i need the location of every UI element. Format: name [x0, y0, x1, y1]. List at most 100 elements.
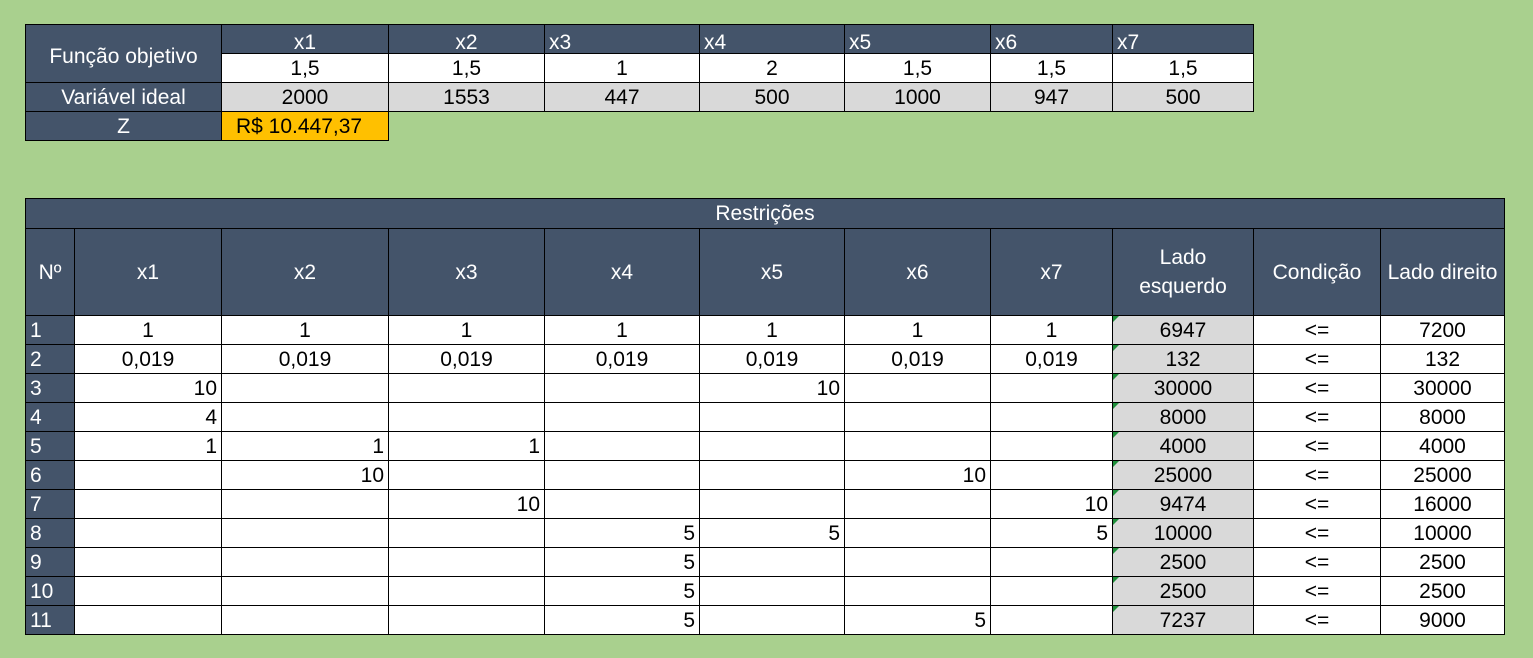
row-number[interactable]: 4 [25, 402, 75, 432]
coef-cell-x2[interactable]: 1 [221, 315, 389, 345]
ideal-x2[interactable]: 1553 [388, 82, 545, 112]
row-number[interactable]: 6 [25, 460, 75, 490]
coef-cell-x4[interactable] [544, 373, 700, 403]
coef-cell-x2[interactable] [221, 518, 389, 548]
coef-cell-x5[interactable] [699, 489, 845, 519]
coef-x5[interactable]: 1,5 [844, 53, 991, 83]
condition-cell[interactable]: <= [1253, 431, 1381, 461]
ideal-x4[interactable]: 500 [699, 82, 845, 112]
coef-cell-x6[interactable]: 5 [844, 605, 991, 635]
row-number[interactable]: 1 [25, 315, 75, 345]
z-label[interactable]: Z [25, 111, 222, 141]
ideal-label[interactable]: Variável ideal [25, 82, 222, 112]
coef-cell-x3[interactable]: 10 [388, 489, 545, 519]
coef-cell-x1[interactable] [74, 605, 222, 635]
ideal-x1[interactable]: 2000 [221, 82, 389, 112]
coef-cell-x7[interactable]: 1 [990, 315, 1113, 345]
coef-cell-x4[interactable]: 5 [544, 518, 700, 548]
coef-cell-x5[interactable] [699, 576, 845, 606]
ideal-x5[interactable]: 1000 [844, 82, 991, 112]
var-header-x1[interactable]: x1 [221, 24, 389, 54]
coef-cell-x5[interactable]: 10 [699, 373, 845, 403]
coef-cell-x2[interactable]: 10 [221, 460, 389, 490]
coef-cell-x3[interactable] [388, 576, 545, 606]
coef-cell-x7[interactable]: 0,019 [990, 344, 1113, 374]
coef-cell-x5[interactable] [699, 460, 845, 490]
coef-cell-x4[interactable] [544, 460, 700, 490]
coef-cell-x3[interactable]: 1 [388, 315, 545, 345]
header-x3[interactable]: x3 [388, 228, 545, 316]
coef-cell-x6[interactable] [844, 547, 991, 577]
lhs-cell[interactable]: 6947 [1112, 315, 1254, 345]
lhs-cell[interactable]: 30000 [1112, 373, 1254, 403]
coef-cell-x4[interactable]: 5 [544, 576, 700, 606]
coef-cell-x4[interactable]: 5 [544, 547, 700, 577]
coef-cell-x6[interactable] [844, 373, 991, 403]
coef-cell-x4[interactable] [544, 402, 700, 432]
coef-cell-x2[interactable] [221, 576, 389, 606]
coef-cell-x7[interactable] [990, 605, 1113, 635]
rhs-cell[interactable]: 9000 [1380, 605, 1505, 635]
lhs-cell[interactable]: 2500 [1112, 547, 1254, 577]
condition-cell[interactable]: <= [1253, 344, 1381, 374]
header-rhs[interactable]: Lado direito [1380, 228, 1505, 316]
coef-cell-x1[interactable] [74, 547, 222, 577]
coef-cell-x6[interactable]: 1 [844, 315, 991, 345]
coef-x1[interactable]: 1,5 [221, 53, 389, 83]
coef-cell-x3[interactable]: 1 [388, 431, 545, 461]
lhs-cell[interactable]: 9474 [1112, 489, 1254, 519]
row-number[interactable]: 10 [25, 576, 75, 606]
coef-cell-x2[interactable] [221, 547, 389, 577]
rhs-cell[interactable]: 10000 [1380, 518, 1505, 548]
coef-cell-x3[interactable]: 0,019 [388, 344, 545, 374]
coef-cell-x4[interactable]: 5 [544, 605, 700, 635]
coef-cell-x6[interactable] [844, 489, 991, 519]
coef-cell-x1[interactable] [74, 576, 222, 606]
condition-cell[interactable]: <= [1253, 518, 1381, 548]
row-number[interactable]: 7 [25, 489, 75, 519]
coef-cell-x2[interactable] [221, 402, 389, 432]
coef-cell-x7[interactable]: 5 [990, 518, 1113, 548]
var-header-x2[interactable]: x2 [388, 24, 545, 54]
coef-cell-x5[interactable] [699, 605, 845, 635]
coef-cell-x7[interactable] [990, 576, 1113, 606]
coef-x6[interactable]: 1,5 [990, 53, 1113, 83]
var-header-x7[interactable]: x7 [1112, 24, 1254, 54]
coef-cell-x4[interactable]: 1 [544, 315, 700, 345]
condition-cell[interactable]: <= [1253, 489, 1381, 519]
coef-x7[interactable]: 1,5 [1112, 53, 1254, 83]
header-x5[interactable]: x5 [699, 228, 845, 316]
coef-cell-x6[interactable] [844, 402, 991, 432]
condition-cell[interactable]: <= [1253, 576, 1381, 606]
objective-label[interactable]: Função objetivo [25, 24, 222, 83]
coef-cell-x4[interactable] [544, 431, 700, 461]
coef-cell-x5[interactable] [699, 402, 845, 432]
header-x4[interactable]: x4 [544, 228, 700, 316]
coef-cell-x1[interactable] [74, 518, 222, 548]
coef-cell-x3[interactable] [388, 605, 545, 635]
row-number[interactable]: 2 [25, 344, 75, 374]
condition-cell[interactable]: <= [1253, 402, 1381, 432]
condition-cell[interactable]: <= [1253, 547, 1381, 577]
coef-cell-x5[interactable]: 1 [699, 315, 845, 345]
rhs-cell[interactable]: 7200 [1380, 315, 1505, 345]
coef-cell-x1[interactable]: 0,019 [74, 344, 222, 374]
lhs-cell[interactable]: 7237 [1112, 605, 1254, 635]
coef-cell-x2[interactable]: 1 [221, 431, 389, 461]
coef-cell-x3[interactable] [388, 373, 545, 403]
coef-cell-x1[interactable] [74, 489, 222, 519]
row-number[interactable]: 9 [25, 547, 75, 577]
header-lhs[interactable]: Lado esquerdo [1112, 228, 1254, 316]
coef-cell-x3[interactable] [388, 460, 545, 490]
row-number[interactable]: 3 [25, 373, 75, 403]
lhs-cell[interactable]: 132 [1112, 344, 1254, 374]
ideal-x3[interactable]: 447 [544, 82, 700, 112]
ideal-x7[interactable]: 500 [1112, 82, 1254, 112]
coef-cell-x7[interactable] [990, 402, 1113, 432]
coef-cell-x1[interactable]: 10 [74, 373, 222, 403]
coef-x2[interactable]: 1,5 [388, 53, 545, 83]
header-x2[interactable]: x2 [221, 228, 389, 316]
lhs-cell[interactable]: 4000 [1112, 431, 1254, 461]
coef-cell-x3[interactable] [388, 518, 545, 548]
header-x1[interactable]: x1 [74, 228, 222, 316]
